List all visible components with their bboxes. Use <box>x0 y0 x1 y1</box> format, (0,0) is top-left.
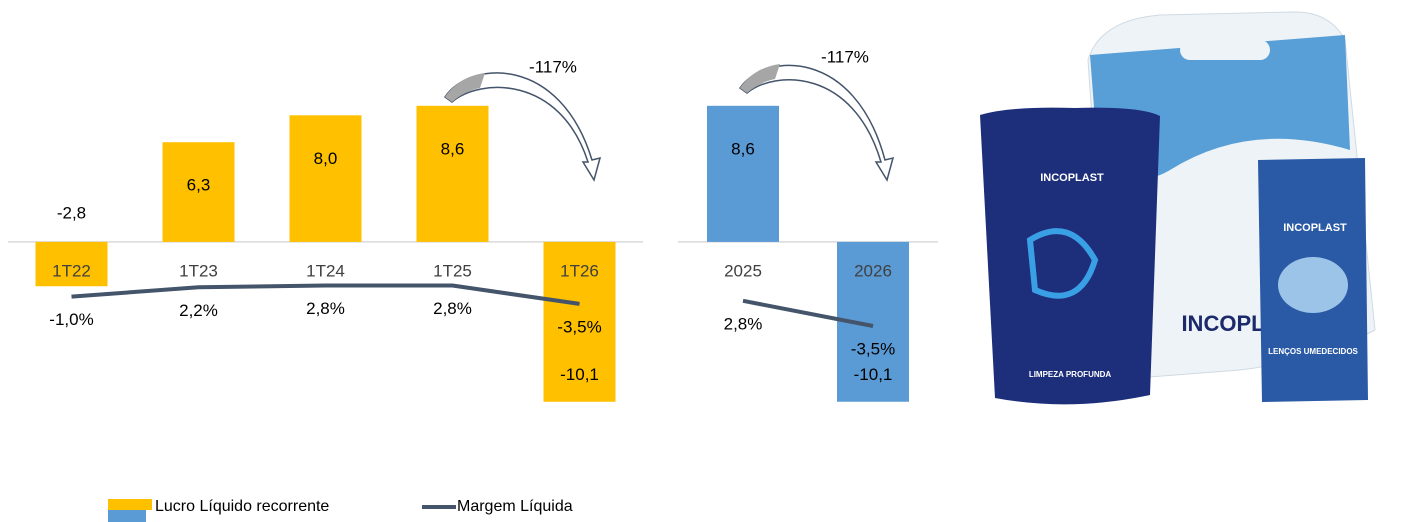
brand-text: INCOPLAST <box>1283 222 1347 234</box>
arrow-shade <box>445 73 485 102</box>
line-value-label: 2,8% <box>306 299 345 318</box>
x-tick-label: 1T24 <box>306 261 345 280</box>
bar-value-label: -10,1 <box>854 365 893 384</box>
annotation: -117% <box>529 57 577 76</box>
product-text: LIMPEZA PROFUNDA <box>1029 370 1112 379</box>
margin-line <box>71 283 580 306</box>
x-tick-label: 1T26 <box>560 261 599 280</box>
line-value-label: -3,5% <box>851 339 895 358</box>
x-tick-label: 2025 <box>724 261 762 280</box>
line-value-label: 2,8% <box>433 299 472 318</box>
bar-value-label: -2,8 <box>57 203 86 222</box>
x-tick-label: 2026 <box>854 261 892 280</box>
bar-value-label: 8,6 <box>441 139 465 158</box>
x-tick-label: 1T22 <box>52 261 91 280</box>
x-tick-label: 1T25 <box>433 261 472 280</box>
brand-text: INCOPLAST <box>1040 172 1104 184</box>
line-value-label: 2,2% <box>179 301 218 320</box>
annotation: -117% <box>821 47 869 66</box>
arrow-shade <box>740 64 780 93</box>
product-text: LENÇOS UMEDECIDOS <box>1268 347 1358 356</box>
legend-label: Lucro Líquido recorrente <box>155 498 329 515</box>
x-tick-label: 1T23 <box>179 261 218 280</box>
bar-value-label: 6,3 <box>187 176 211 195</box>
line-value-label: -1,0% <box>49 310 93 329</box>
product-image: INCOPLAST INCOPLAST LIMPEZA PROFUNDA INC… <box>980 11 1376 405</box>
legend-swatch <box>108 499 152 510</box>
bar-value-label: 8,0 <box>314 149 338 168</box>
line-value-label: -3,5% <box>557 317 601 336</box>
legend-label: Margem Líquida <box>457 498 573 515</box>
bar <box>543 241 616 402</box>
margin-line <box>742 298 874 328</box>
bar-value-label: -10,1 <box>560 365 599 384</box>
bar <box>35 241 108 287</box>
bar <box>707 105 779 242</box>
bar <box>289 115 362 242</box>
bar-value-label: 8,6 <box>731 139 755 158</box>
legend-swatch <box>108 510 146 522</box>
bar <box>416 105 489 242</box>
line-value-label: 2,8% <box>724 314 763 333</box>
bar <box>162 142 235 242</box>
